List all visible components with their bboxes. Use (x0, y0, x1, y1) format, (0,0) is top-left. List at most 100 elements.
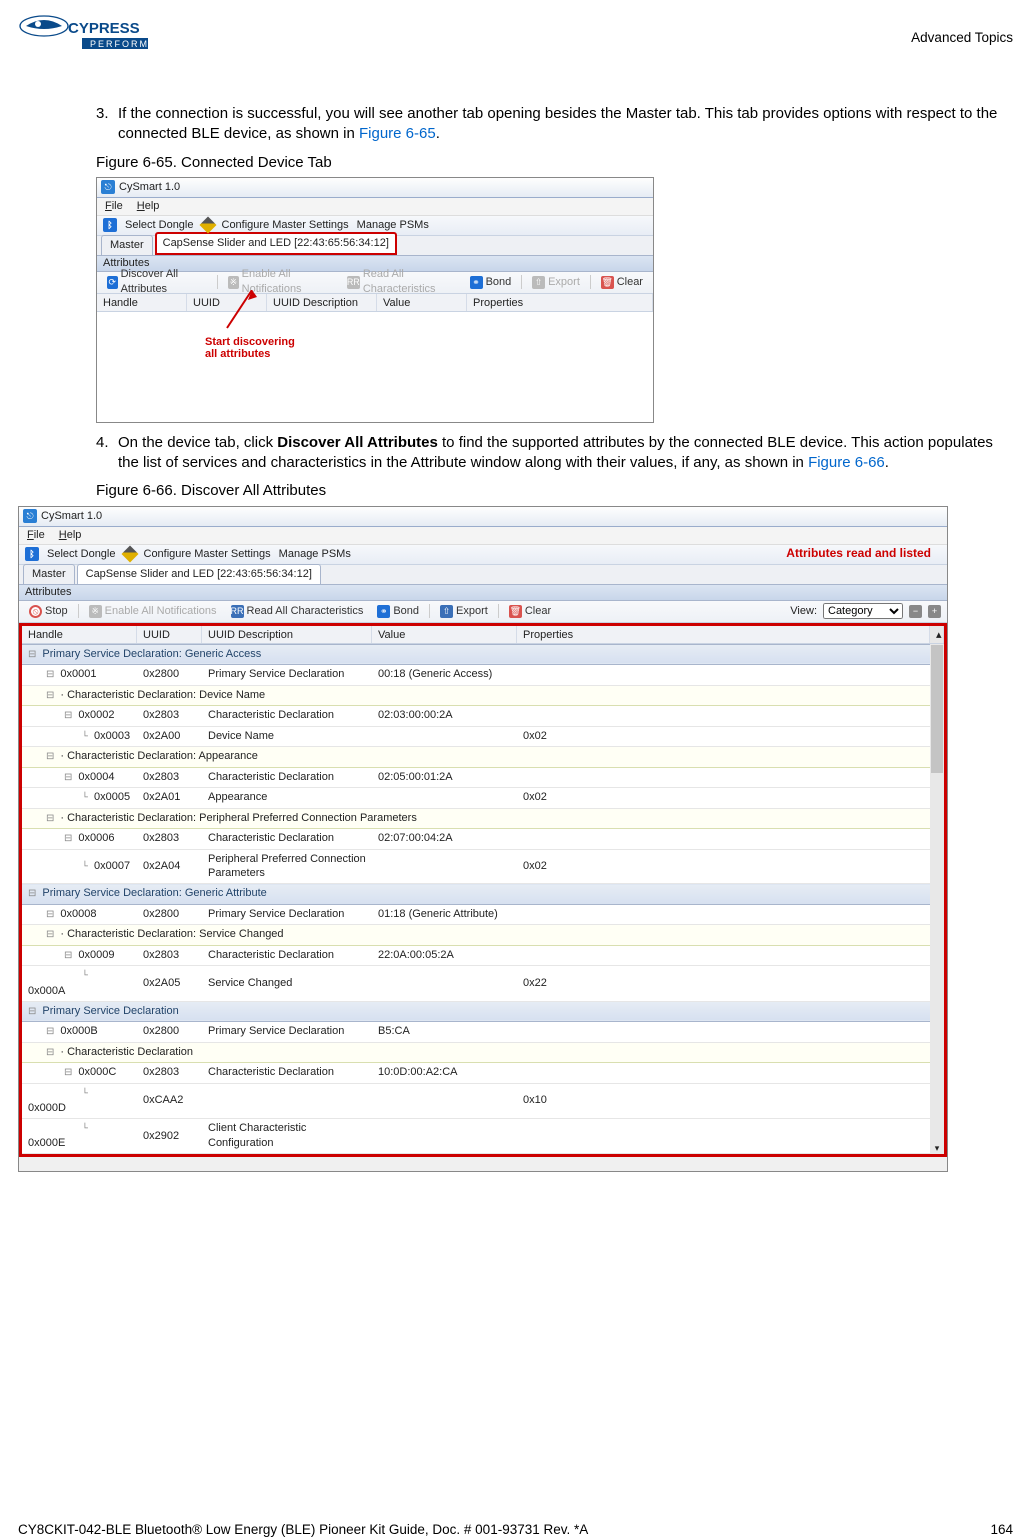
enable-notifications-button[interactable]: ※ Enable All Notifications (85, 604, 221, 619)
column-headers: Handle UUID UUID Description Value Prope… (22, 626, 944, 644)
bond-button[interactable]: ⚭ Bond (466, 275, 516, 290)
scrollbar-down[interactable]: ▾ (930, 1142, 944, 1154)
discover-bold: Discover All Attributes (277, 434, 438, 451)
step-number: 4. (96, 433, 118, 474)
group-row[interactable]: ⊟ Primary Service Declaration (22, 1001, 930, 1022)
menu-file[interactable]: File (27, 528, 45, 543)
manage-psms-button[interactable]: Manage PSMs (279, 547, 351, 562)
attributes-table: ⊟ Primary Service Declaration: Generic A… (22, 644, 930, 1155)
read-icon: RR (231, 605, 244, 618)
app-icon: ⎋ (23, 509, 37, 523)
tab-master[interactable]: Master (23, 564, 75, 584)
select-dongle-button[interactable]: Select Dongle (47, 547, 116, 562)
configure-button[interactable]: Configure Master Settings (222, 218, 349, 233)
cypress-logo: CYPRESS PERFORM (18, 12, 148, 54)
step-3-text: If the connection is successful, you wil… (118, 105, 997, 142)
table-row[interactable]: └ 0x000D0xCAA20x10 (22, 1083, 930, 1118)
menu-help[interactable]: Help (137, 199, 160, 214)
table-row[interactable]: └ 0x000E0x2902Client Characteristic Conf… (22, 1118, 930, 1153)
menu-file[interactable]: File (105, 199, 123, 214)
expand-icon[interactable]: + (928, 605, 941, 618)
menu-help[interactable]: Help (59, 528, 82, 543)
tab-master[interactable]: Master (101, 235, 153, 255)
scrollbar-thumb[interactable] (931, 645, 943, 774)
table-row[interactable]: └ 0x00030x2A00Device Name0x02 (22, 726, 930, 747)
export-button[interactable]: ⇧ Export (528, 275, 584, 290)
sub-row[interactable]: ⊟ · Characteristic Declaration: Appearan… (22, 747, 930, 768)
step-number: 3. (96, 104, 118, 145)
bond-icon: ⚭ (377, 605, 390, 618)
stop-button[interactable]: ⦸ Stop (25, 604, 72, 619)
window-title: CySmart 1.0 (119, 180, 180, 195)
bluetooth-icon: ᛒ (103, 218, 117, 232)
table-row[interactable]: ⊟ 0x00060x2803Characteristic Declaration… (22, 829, 930, 850)
tab-device[interactable]: CapSense Slider and LED [22:43:65:56:34:… (155, 232, 397, 255)
collapse-icon[interactable]: − (909, 605, 922, 618)
stop-icon: ⦸ (29, 605, 42, 618)
notify-icon: ※ (89, 605, 102, 618)
notify-icon: ※ (228, 276, 239, 289)
discover-attributes-button[interactable]: ⟳ Discover All Attributes (103, 267, 211, 297)
sub-row[interactable]: ⊟ · Characteristic Declaration: Device N… (22, 685, 930, 706)
trash-icon: 🗑 (509, 605, 522, 618)
attributes-label: Attributes (19, 585, 947, 601)
table-row[interactable]: └ 0x00050x2A01Appearance0x02 (22, 788, 930, 809)
step-3: 3. If the connection is successful, you … (96, 104, 1013, 145)
view-label: View: (790, 604, 817, 619)
configure-button[interactable]: Configure Master Settings (144, 547, 271, 562)
table-row[interactable]: ⊟ 0x000C0x2803Characteristic Declaration… (22, 1063, 930, 1084)
col-properties: Properties (467, 294, 653, 311)
col-value: Value (372, 626, 517, 643)
table-row[interactable]: ⊟ 0x00040x2803Characteristic Declaration… (22, 767, 930, 788)
refresh-icon: ⟳ (107, 276, 118, 289)
col-uuid-desc: UUID Description (267, 294, 377, 311)
col-properties: Properties (517, 626, 930, 643)
bluetooth-icon: ᛒ (25, 547, 39, 561)
export-icon: ⇧ (440, 605, 453, 618)
export-button[interactable]: ⇧ Export (436, 604, 492, 619)
col-value: Value (377, 294, 467, 311)
figure-link-66[interactable]: Figure 6-66 (808, 454, 885, 471)
app-icon: ⎋ (101, 180, 115, 194)
select-dongle-button[interactable]: Select Dongle (125, 218, 194, 233)
col-uuid-desc: UUID Description (202, 626, 372, 643)
section-title: Advanced Topics (911, 30, 1013, 45)
figure-link-65[interactable]: Figure 6-65 (359, 125, 436, 142)
read-characteristics-button[interactable]: RR Read All Characteristics (343, 267, 460, 297)
read-icon: RR (347, 276, 360, 289)
table-row[interactable]: ⊟ 0x000B0x2800Primary Service Declaratio… (22, 1022, 930, 1043)
callout-attributes-read: Attributes read and listed (786, 547, 931, 561)
table-row[interactable]: ⊟ 0x00090x2803Characteristic Declaration… (22, 945, 930, 966)
group-row[interactable]: ⊟ Primary Service Declaration: Generic A… (22, 644, 930, 665)
manage-psms-button[interactable]: Manage PSMs (357, 218, 429, 233)
column-headers: Handle UUID UUID Description Value Prope… (97, 294, 653, 312)
col-handle: Handle (97, 294, 187, 311)
bond-button[interactable]: ⚭ Bond (373, 604, 423, 619)
trash-icon: 🗑 (601, 276, 614, 289)
callout-discover: Start discoveringall attributes (205, 336, 295, 361)
cysmart-window-fig65: ⎋ CySmart 1.0 File Help ᛒ Select Dongle … (96, 177, 654, 423)
group-row[interactable]: ⊟ Primary Service Declaration: Generic A… (22, 884, 930, 905)
table-row[interactable]: └ 0x000A0x2A05Service Changed0x22 (22, 966, 930, 1001)
clear-button[interactable]: 🗑 Clear (505, 604, 555, 619)
step-4: 4. On the device tab, click Discover All… (96, 433, 1013, 474)
sub-row[interactable]: ⊟ · Characteristic Declaration: Peripher… (22, 808, 930, 829)
view-select[interactable]: Category (823, 603, 903, 619)
table-row[interactable]: ⊟ 0x00080x2800Primary Service Declaratio… (22, 904, 930, 925)
export-icon: ⇧ (532, 276, 545, 289)
bond-icon: ⚭ (470, 276, 483, 289)
col-uuid: UUID (137, 626, 202, 643)
svg-text:PERFORM: PERFORM (90, 39, 148, 49)
cysmart-window-fig66: ⎋ CySmart 1.0 File Help ᛒ Select Dongle … (18, 506, 948, 1173)
svg-text:CYPRESS: CYPRESS (68, 20, 140, 37)
table-row[interactable]: ⊟ 0x00010x2800Primary Service Declaratio… (22, 665, 930, 686)
clear-button[interactable]: 🗑 Clear (597, 275, 647, 290)
read-characteristics-button[interactable]: RR Read All Characteristics (227, 604, 368, 619)
scrollbar-up[interactable]: ▴ (930, 626, 944, 643)
tab-device[interactable]: CapSense Slider and LED [22:43:65:56:34:… (77, 564, 321, 584)
sub-row[interactable]: ⊟ · Characteristic Declaration: Service … (22, 925, 930, 946)
table-row[interactable]: └ 0x00070x2A04Peripheral Preferred Conne… (22, 849, 930, 884)
sub-row[interactable]: ⊟ · Characteristic Declaration (22, 1042, 930, 1063)
figure-65-caption: Figure 6-65. Connected Device Tab (96, 153, 1013, 173)
table-row[interactable]: ⊟ 0x00020x2803Characteristic Declaration… (22, 706, 930, 727)
